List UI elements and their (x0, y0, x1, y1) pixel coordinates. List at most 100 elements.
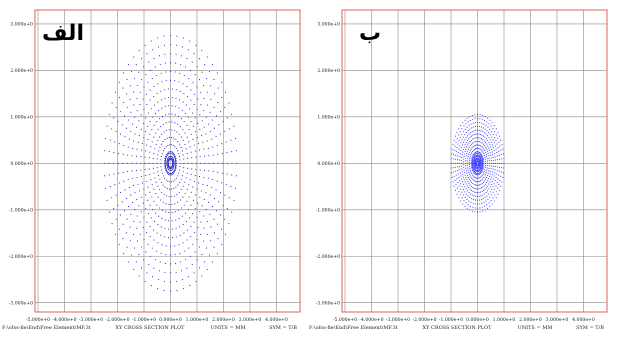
data-point (472, 154, 474, 156)
data-point (152, 162, 154, 164)
data-point (189, 217, 191, 219)
data-point (135, 64, 137, 66)
data-point (469, 180, 471, 182)
x-tick-label: 2.000e+0 (519, 317, 542, 323)
center-ring (164, 152, 177, 174)
data-point (470, 148, 472, 150)
data-point (200, 91, 202, 93)
data-point (182, 154, 184, 156)
data-point (113, 162, 115, 164)
data-point (472, 179, 474, 181)
data-point (115, 130, 117, 133)
data-point (459, 136, 461, 138)
data-point (503, 167, 505, 169)
data-point (471, 194, 473, 196)
data-point (463, 164, 465, 166)
file-label: F:\ofss-fie\End\Free Element\MF.3t (309, 325, 398, 331)
data-point (186, 57, 188, 60)
data-point (153, 200, 155, 202)
data-point (470, 135, 472, 137)
data-point (176, 131, 178, 133)
data-point (200, 221, 202, 223)
data-point (472, 138, 474, 140)
data-point (174, 254, 176, 256)
data-point (219, 191, 221, 194)
data-point (480, 126, 482, 128)
data-point (177, 184, 179, 186)
data-point (196, 259, 198, 261)
data-point (488, 162, 490, 164)
data-point (156, 250, 158, 252)
data-point (462, 188, 464, 191)
data-point (182, 242, 184, 244)
data-point (458, 140, 460, 142)
data-point (452, 158, 454, 160)
data-point (117, 204, 119, 206)
data-point (472, 122, 474, 124)
data-point (453, 149, 455, 151)
data-point (186, 200, 188, 202)
data-point (191, 168, 193, 170)
data-point (488, 160, 490, 162)
data-point (468, 138, 470, 140)
data-point (175, 186, 177, 188)
data-point (154, 66, 156, 68)
data-point (494, 194, 496, 196)
data-point (485, 133, 487, 135)
data-point (136, 110, 138, 112)
data-point (190, 191, 192, 193)
data-point (159, 261, 161, 263)
data-point (136, 198, 138, 200)
data-point (501, 167, 503, 169)
data-point (492, 128, 494, 130)
data-point (489, 191, 491, 193)
data-point (473, 168, 475, 170)
data-point (185, 221, 188, 223)
data-point (487, 140, 489, 142)
data-point (220, 214, 222, 216)
data-point (195, 44, 197, 46)
data-point (175, 167, 177, 169)
data-point (145, 194, 147, 196)
data-point (135, 155, 138, 157)
data-point (467, 181, 469, 183)
x-tick-label: -5.000e+0 (333, 317, 357, 323)
data-point (217, 87, 219, 89)
data-point (207, 177, 209, 179)
data-point (199, 196, 201, 198)
data-point (108, 162, 110, 164)
data-point (474, 148, 477, 150)
data-point (165, 71, 167, 73)
data-point (133, 247, 135, 249)
data-point (488, 132, 490, 134)
data-point (146, 103, 148, 106)
data-point (482, 143, 485, 145)
data-point (146, 231, 148, 233)
data-point (463, 146, 465, 148)
data-point (470, 181, 473, 183)
data-point (157, 242, 159, 244)
data-point (463, 156, 465, 158)
data-point (492, 133, 494, 135)
data-point (160, 143, 162, 145)
data-point (181, 215, 183, 217)
data-point (466, 152, 468, 155)
data-point (477, 144, 479, 146)
data-point (193, 180, 195, 183)
data-point (145, 150, 147, 152)
data-point (479, 141, 481, 143)
data-point (225, 91, 227, 93)
data-point (484, 196, 486, 199)
data-point (157, 224, 159, 226)
data-point (200, 104, 202, 106)
data-point (453, 154, 455, 156)
data-point (164, 186, 166, 188)
data-point (225, 141, 227, 143)
data-point (490, 160, 492, 162)
data-point (114, 184, 116, 186)
data-point (186, 86, 188, 88)
data-point (465, 202, 467, 204)
data-point (203, 84, 205, 87)
data-point (145, 208, 147, 210)
data-point (166, 152, 169, 154)
